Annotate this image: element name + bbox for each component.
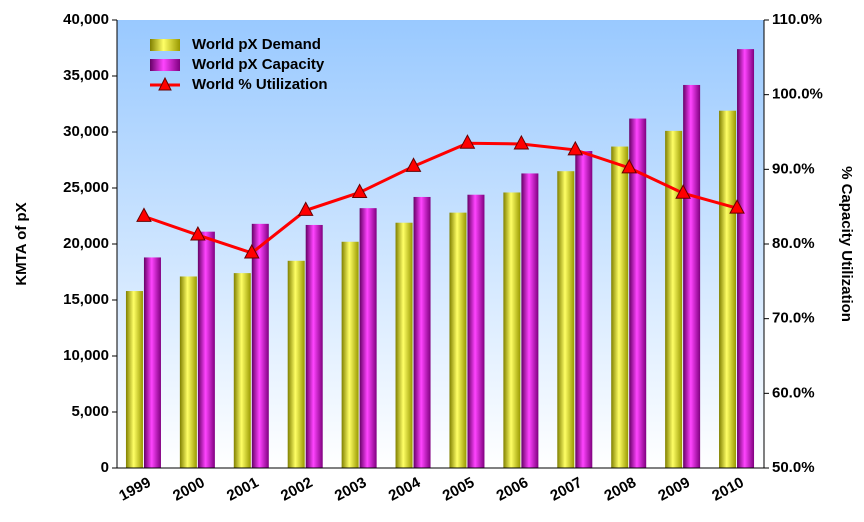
bar [143,257,161,468]
utilization-marker [513,134,530,150]
utilization-marker [621,158,638,174]
y-tick-label: 5,000 [71,403,109,420]
utilization-marker [297,201,314,216]
utilization-marker [190,225,206,241]
x-tick-label: 2005 [440,474,477,505]
bar [287,260,305,468]
y-tick-label: 30,000 [63,123,109,140]
utilization-marker [351,183,368,198]
x-tick-label: 2000 [170,474,207,505]
legend-swatch [150,59,180,71]
bar [557,171,575,468]
bar [467,194,485,468]
x-tick-label: 2010 [709,474,746,505]
legend-label: World pX Capacity [192,56,325,73]
bar [359,208,377,468]
bar [683,84,701,469]
y2-tick-label: 90.0% [772,160,815,177]
y-tick-label: 0 [101,459,109,476]
bar [305,224,323,468]
x-tick-label: 2008 [602,474,639,505]
y2-tick-label: 50.0% [772,459,815,476]
y-tick-label: 15,000 [63,291,109,308]
y2-tick-label: 110.0% [772,11,822,28]
x-tick-label: 2003 [332,474,369,505]
y2-tick-label: 70.0% [772,310,815,327]
x-tick-label: 2006 [494,474,531,505]
utilization-marker [675,184,691,199]
utilization-line [143,141,738,255]
bar [575,151,593,469]
bar [503,192,521,469]
bar [611,146,629,468]
x-tick-label: 2001 [224,474,261,505]
utilization-marker [459,134,476,149]
legend-label: World % Utilization [192,76,328,93]
y-tick-label: 10,000 [63,347,109,364]
bar [179,276,197,468]
bar [341,241,359,468]
y-tick-label: 35,000 [63,67,109,84]
y2-tick-label: 60.0% [772,384,815,401]
y-tick-label: 25,000 [63,179,109,196]
y-tick-label: 40,000 [63,11,109,28]
utilization-marker [729,199,745,214]
bar [395,222,413,468]
utilization-marker [405,157,422,172]
x-tick-label: 2009 [655,474,692,505]
utilization-marker [243,243,260,259]
bar [665,130,683,468]
legend-marker [158,76,172,91]
bar [737,49,755,469]
bar [197,231,215,468]
x-tick-label: 1999 [116,474,153,505]
x-tick-label: 2002 [278,474,315,505]
x-tick-label: 2004 [386,474,424,505]
y2-tick-label: 80.0% [772,235,815,252]
bar [629,118,647,468]
bar [125,291,143,468]
bar [449,212,467,468]
bar [521,173,539,468]
y2-tick-label: 100.0% [772,86,823,103]
bar [233,273,251,468]
legend-label: World pX Demand [192,36,321,53]
y-axis-label: KMTA of pX [13,202,30,285]
y-tick-label: 20,000 [63,235,109,252]
legend-swatch [150,39,180,51]
y2-axis-label: % Capacity Utilization [838,166,855,322]
x-tick-label: 2007 [548,474,585,505]
bar [251,223,269,468]
utilization-marker [567,140,584,156]
bar [413,196,431,468]
utilization-marker [136,207,152,222]
bar [719,110,737,468]
